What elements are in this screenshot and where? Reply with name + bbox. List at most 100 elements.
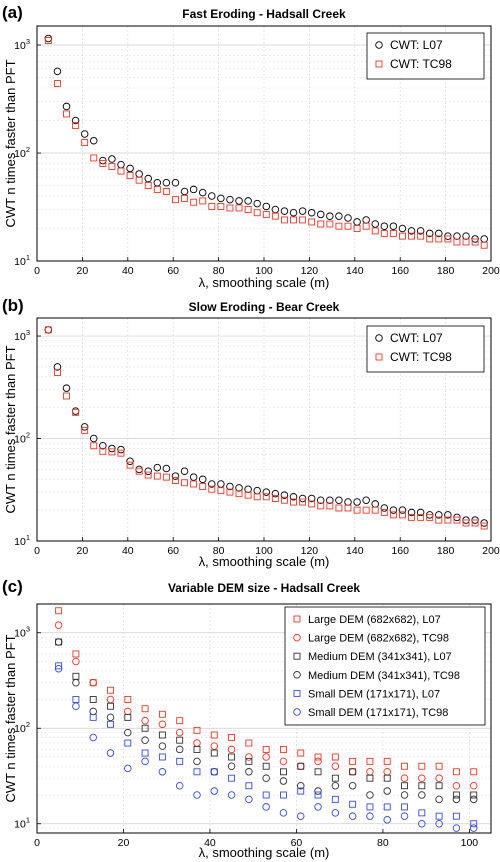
data-point [418, 762, 426, 770]
data-point [193, 768, 201, 776]
y-tick-label: 102 [14, 431, 30, 446]
data-point [331, 774, 339, 782]
chart-title: Slow Eroding - Bear Creek [189, 300, 340, 314]
data-point [400, 812, 409, 820]
data-point [162, 473, 170, 481]
data-point [362, 222, 370, 230]
data-point [262, 753, 270, 761]
data-point [314, 757, 322, 766]
data-point [53, 80, 61, 87]
data-point [331, 781, 340, 790]
data-point [153, 185, 161, 193]
data-point [99, 442, 107, 450]
x-tick-label: 40 [122, 545, 134, 557]
legend-label: Medium DEM (341x341), TC98 [308, 670, 460, 682]
data-point [199, 483, 207, 490]
data-point [469, 795, 478, 804]
data-point [235, 204, 243, 212]
legend-label: CWT: TC98 [390, 350, 452, 364]
data-point [193, 745, 201, 753]
data-point [401, 762, 408, 770]
data-point [314, 787, 322, 795]
x-tick-label: 200 [482, 265, 500, 277]
x-tick-label: 40 [122, 265, 134, 277]
data-point [135, 467, 143, 475]
data-point [72, 121, 80, 129]
legend-label: CWT: L07 [390, 331, 443, 345]
data-point [126, 461, 134, 469]
legend-marker [293, 671, 301, 679]
data-point [335, 212, 343, 220]
legend-marker [293, 652, 301, 660]
data-point [190, 198, 198, 206]
data-point [297, 812, 305, 820]
data-point [418, 819, 426, 828]
data-point [253, 199, 261, 208]
data-point [217, 202, 225, 210]
data-point [380, 222, 389, 230]
series-2 [44, 37, 488, 249]
data-point [107, 702, 114, 710]
data-point [262, 791, 270, 799]
data-point [400, 791, 409, 799]
data-point [417, 513, 425, 521]
data-point [158, 742, 167, 750]
data-point [126, 171, 134, 179]
data-point [317, 496, 325, 504]
data-point [469, 781, 478, 790]
data-point [326, 220, 334, 228]
data-point [72, 650, 80, 658]
data-point [289, 493, 298, 501]
data-point [308, 500, 316, 508]
data-point [349, 800, 357, 808]
y-tick-label: 103 [14, 625, 30, 640]
data-point [235, 484, 243, 492]
data-point [299, 216, 307, 224]
x-tick-label: 180 [437, 545, 455, 557]
data-point [435, 795, 443, 804]
data-point [108, 163, 116, 170]
data-point [227, 791, 236, 799]
legend-marker [293, 615, 301, 623]
legend: CWT: L07 CWT: TC98 [366, 325, 485, 373]
data-point [228, 734, 236, 741]
data-point [226, 204, 234, 212]
x-tick-label: 60 [167, 545, 179, 557]
series-6 [54, 664, 478, 832]
data-point [193, 757, 201, 766]
data-point [198, 188, 207, 197]
data-point [162, 179, 171, 187]
legend-marker [293, 633, 301, 642]
data-point [280, 768, 287, 776]
data-point [471, 238, 479, 246]
data-point [480, 522, 488, 530]
data-point [362, 496, 370, 504]
legend-label: Medium DEM (341x341), L07 [308, 651, 452, 663]
data-point [399, 232, 406, 240]
data-point [171, 179, 180, 187]
data-point [335, 222, 343, 230]
data-point [176, 757, 184, 765]
data-point [444, 511, 452, 519]
panel-label: (a) [2, 3, 23, 22]
data-point [124, 739, 132, 747]
data-point [99, 447, 107, 455]
data-point [235, 197, 243, 205]
data-point [72, 657, 80, 666]
data-point [470, 768, 478, 776]
data-point [189, 185, 198, 194]
x-tick-label: 200 [482, 545, 500, 557]
data-point [462, 519, 470, 527]
data-point [72, 678, 80, 687]
data-point [90, 442, 98, 450]
data-point [181, 194, 189, 202]
data-point [435, 762, 443, 770]
data-point [144, 471, 152, 479]
data-point [452, 812, 460, 820]
data-point [62, 102, 71, 111]
legend-label: Large DEM (682x682), TC98 [308, 633, 449, 645]
data-point [99, 160, 107, 167]
data-point [198, 475, 207, 484]
panel-label: (b) [2, 296, 24, 315]
data-point [63, 110, 70, 118]
